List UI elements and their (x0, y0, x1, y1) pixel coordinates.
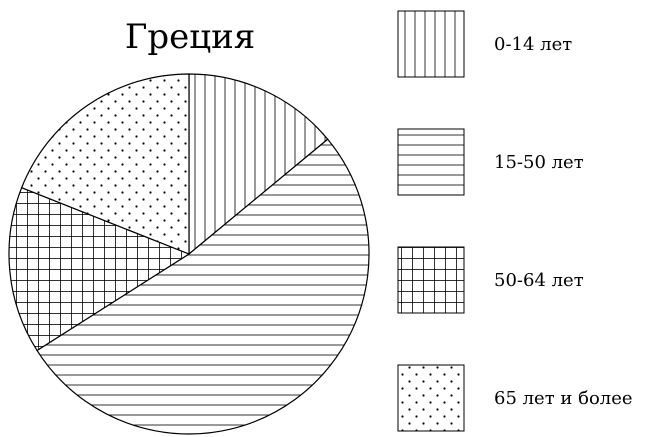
legend-swatch-3 (397, 364, 465, 432)
legend-label-1: 15-50 лет (494, 152, 584, 173)
legend-swatch-1 (397, 128, 465, 196)
chart-title: Греция (125, 17, 255, 57)
legend-swatch-0 (397, 10, 465, 78)
pie-slices (8, 73, 370, 435)
legend-label-3: 65 лет и более (494, 388, 633, 409)
legend-label-0: 0-14 лет (494, 34, 572, 55)
legend: 0-14 лет 15-50 лет 50-64 лет 65 лет и более (397, 10, 633, 432)
legend-label-2: 50-64 лет (494, 270, 584, 291)
pie-slice-2 (8, 187, 190, 352)
legend-swatch-2 (397, 246, 465, 314)
pie-slice-3 (21, 73, 190, 255)
pie-slice-1 (36, 138, 370, 435)
pie-slice-0 (188, 73, 329, 255)
